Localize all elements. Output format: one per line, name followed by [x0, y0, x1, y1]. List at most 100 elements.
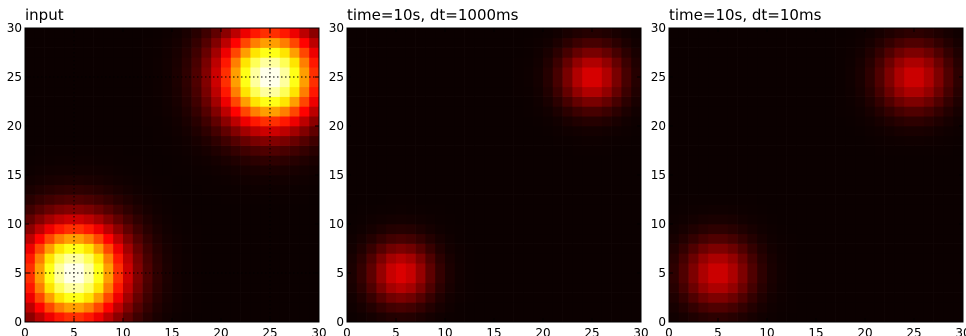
- heatmap-cell: [405, 263, 416, 274]
- heatmap-cell: [718, 86, 729, 97]
- heatmap-cell: [34, 96, 45, 107]
- heatmap-cell: [279, 214, 290, 225]
- heatmap-cell: [592, 214, 603, 225]
- heatmap-cell: [309, 67, 320, 78]
- heatmap-cell: [621, 224, 632, 235]
- heatmap-cell: [366, 224, 377, 235]
- heatmap-cell: [562, 194, 573, 205]
- heatmap-cell: [737, 145, 748, 156]
- heatmap-cell: [425, 184, 436, 195]
- heatmap-cell: [874, 302, 885, 313]
- heatmap-cell: [631, 96, 642, 107]
- heatmap-cell: [845, 37, 856, 48]
- heatmap-cell: [621, 67, 632, 78]
- heatmap-cell: [221, 204, 232, 215]
- heatmap-cell: [64, 77, 75, 88]
- heatmap-cell: [172, 302, 183, 313]
- heatmap-cell: [552, 67, 563, 78]
- heatmap-cell: [44, 194, 55, 205]
- heatmap-cell: [923, 253, 934, 264]
- heatmap-cell: [914, 194, 925, 205]
- heatmap-cell: [83, 67, 94, 78]
- heatmap-cell: [54, 77, 65, 88]
- heatmap-cell: [132, 116, 143, 127]
- heatmap-cell: [162, 145, 173, 156]
- heatmap-cell: [562, 302, 573, 313]
- heatmap-cell: [543, 214, 554, 225]
- heatmap-cell: [454, 312, 465, 323]
- heatmap-cell: [376, 263, 387, 274]
- heatmap-cell: [484, 77, 495, 88]
- heatmap-cell: [621, 273, 632, 284]
- heatmap-cell: [904, 204, 915, 215]
- heatmap-cell: [806, 106, 817, 117]
- heatmap-cell: [718, 302, 729, 313]
- heatmap-cell: [260, 233, 271, 244]
- heatmap-cell: [611, 126, 622, 137]
- heatmap-cell: [93, 106, 104, 117]
- heatmap-cell: [631, 194, 642, 205]
- heatmap-cell: [376, 145, 387, 156]
- heatmap-cell: [221, 126, 232, 137]
- heatmap-cell: [132, 145, 143, 156]
- heatmap-cell: [855, 67, 866, 78]
- heatmap-cell: [181, 57, 192, 68]
- heatmap-cell: [142, 86, 153, 97]
- heatmap-cell: [747, 37, 758, 48]
- heatmap-cell: [356, 243, 367, 254]
- heatmap-cell: [347, 204, 358, 215]
- heatmap-cell: [299, 312, 310, 323]
- heatmap-cell: [943, 116, 954, 127]
- heatmap-cell: [806, 86, 817, 97]
- heatmap-cell: [747, 155, 758, 166]
- heatmap-cell: [191, 47, 202, 58]
- heatmap-cell: [621, 106, 632, 117]
- heatmap-cell: [943, 155, 954, 166]
- heatmap-cell: [718, 282, 729, 293]
- heatmap-cell: [631, 292, 642, 303]
- heatmap-cell: [415, 204, 426, 215]
- heatmap-cell: [464, 57, 475, 68]
- heatmap-cell: [376, 282, 387, 293]
- heatmap-cell: [953, 135, 964, 146]
- heatmap-cell: [923, 263, 934, 274]
- heatmap-cell: [123, 184, 134, 195]
- heatmap-cell: [54, 47, 65, 58]
- heatmap-cell: [533, 165, 544, 176]
- heatmap-cell: [162, 47, 173, 58]
- heatmap-cell: [757, 204, 768, 215]
- heatmap-cell: [221, 224, 232, 235]
- heatmap-cell: [386, 86, 397, 97]
- heatmap-cell: [718, 184, 729, 195]
- heatmap-cell: [54, 312, 65, 323]
- heatmap-cell: [865, 47, 876, 58]
- heatmap-cell: [914, 28, 925, 39]
- heatmap-cell: [796, 233, 807, 244]
- heatmap-cell: [425, 106, 436, 117]
- heatmap-cell: [474, 312, 485, 323]
- heatmap-cell: [44, 57, 55, 68]
- heatmap-cell: [543, 47, 554, 58]
- heatmap-cell: [865, 28, 876, 39]
- heatmap-cell: [181, 47, 192, 58]
- x-tick-label: 0: [665, 326, 673, 336]
- heatmap-cell: [181, 233, 192, 244]
- heatmap-cell: [582, 77, 593, 88]
- heatmap-cell: [172, 165, 183, 176]
- heatmap-cell: [240, 57, 251, 68]
- heatmap-cell: [953, 302, 964, 313]
- heatmap-cell: [611, 214, 622, 225]
- heatmap-cell: [523, 175, 534, 186]
- heatmap-cell: [572, 37, 583, 48]
- heatmap-cell: [552, 116, 563, 127]
- y-tick-label: 0: [14, 315, 22, 329]
- heatmap-cell: [356, 175, 367, 186]
- heatmap-cell: [201, 184, 212, 195]
- heatmap-cell: [688, 96, 699, 107]
- heatmap-cell: [678, 194, 689, 205]
- heatmap-cell: [621, 292, 632, 303]
- heatmap-cell: [592, 312, 603, 323]
- heatmap-cell: [396, 67, 407, 78]
- heatmap-cell: [621, 312, 632, 323]
- heatmap-cell: [221, 67, 232, 78]
